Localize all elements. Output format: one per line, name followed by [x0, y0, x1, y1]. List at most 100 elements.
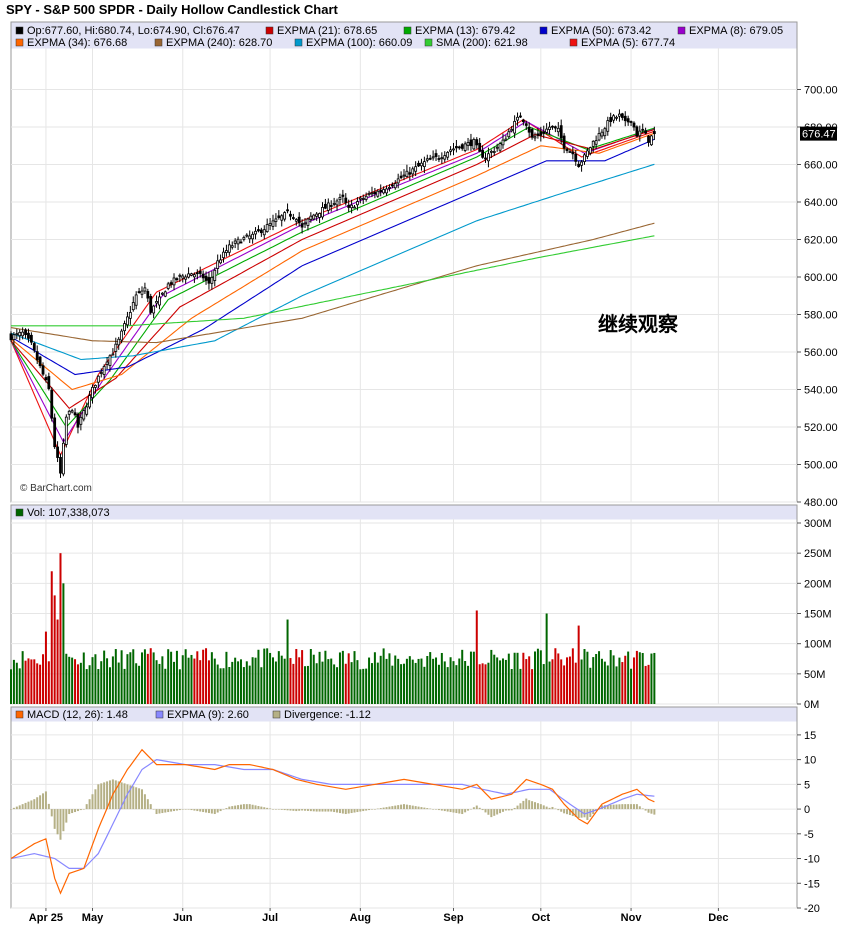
divergence-bar	[18, 805, 21, 810]
candle-body	[385, 188, 388, 194]
candle-body	[257, 229, 260, 232]
divergence-bar	[525, 798, 528, 810]
divergence-bar	[12, 807, 15, 810]
divergence-bar	[254, 805, 257, 810]
candle-body	[487, 153, 490, 162]
candle-body	[38, 356, 42, 367]
price-tick-label: 660.00	[804, 160, 838, 172]
volume-bar	[519, 668, 522, 704]
candle-body	[618, 113, 621, 117]
volume-bar	[65, 653, 68, 704]
candle-body	[524, 123, 528, 126]
price-legend-marker	[569, 38, 578, 47]
volume-bar	[440, 652, 443, 704]
volume-bar	[632, 657, 635, 704]
divergence-bar	[507, 809, 510, 811]
price-legend-entry: EXPMA (100): 660.09	[306, 37, 412, 49]
candle-body	[306, 218, 310, 226]
volume-bar	[577, 625, 580, 704]
candle-body	[440, 157, 444, 160]
volume-bar	[327, 659, 330, 704]
candle-body	[650, 135, 653, 146]
candle-body	[521, 119, 525, 123]
candle-body	[463, 143, 467, 151]
candle-body	[457, 146, 461, 149]
divergence-bar	[458, 809, 461, 814]
price-legend-entry: EXPMA (240): 628.70	[166, 37, 272, 49]
x-tick-label: Oct	[532, 912, 551, 924]
candle-body	[376, 190, 380, 197]
volume-bar	[91, 657, 94, 704]
volume-bar	[507, 653, 510, 704]
divergence-bar	[333, 809, 336, 813]
divergence-bar	[272, 809, 274, 810]
candle-body	[443, 155, 447, 160]
candle-body	[76, 413, 80, 428]
candle-body	[41, 365, 45, 375]
volume-bar	[391, 665, 394, 704]
candle-body	[239, 241, 243, 244]
candle-body	[114, 343, 118, 352]
divergence-bar	[76, 809, 79, 812]
divergence-bar	[440, 809, 443, 811]
volume-bar	[539, 650, 542, 704]
candle-body	[35, 351, 39, 361]
candle-body	[85, 406, 89, 415]
volume-bar	[496, 657, 499, 704]
price-legend-marker	[154, 38, 163, 47]
volume-bar	[469, 651, 472, 704]
divergence-bar	[167, 809, 170, 813]
candle-body	[160, 292, 164, 295]
divergence-bar	[306, 809, 309, 811]
candle-body	[489, 150, 493, 153]
divergence-bar	[292, 809, 295, 811]
macd-tick-label: 10	[804, 755, 816, 767]
divergence-bar	[225, 808, 228, 810]
divergence-bar	[618, 804, 621, 810]
candle-body	[545, 128, 549, 133]
candle-body	[67, 410, 71, 415]
candle-body	[393, 183, 397, 189]
divergence-bar	[411, 805, 414, 810]
volume-bar	[231, 661, 234, 704]
divergence-bar	[269, 808, 272, 810]
volume-bar	[635, 650, 638, 704]
candle-body	[577, 163, 581, 167]
volume-bar	[513, 652, 516, 704]
candle-body	[242, 237, 246, 240]
candle-body	[350, 204, 354, 209]
volume-bar	[111, 656, 114, 704]
candle-body	[408, 172, 412, 175]
candle-body	[163, 291, 167, 297]
candle-body	[82, 410, 86, 420]
volume-bar	[321, 661, 324, 704]
divergence-bar	[627, 804, 630, 810]
divergence-bar	[234, 805, 237, 810]
volume-bar	[225, 651, 228, 704]
volume-bar	[108, 667, 111, 704]
divergence-bar	[385, 807, 388, 810]
volume-bar	[190, 654, 193, 704]
divergence-bar	[50, 809, 53, 817]
divergence-bar	[499, 809, 502, 814]
divergence-bar	[59, 809, 62, 840]
divergence-bar	[528, 800, 531, 810]
divergence-bar	[304, 809, 307, 811]
candle-body	[210, 276, 214, 284]
candle-body	[583, 154, 586, 162]
candle-body	[449, 149, 452, 152]
divergence-bar	[449, 809, 452, 813]
volume-bar	[283, 658, 286, 704]
divergence-bar	[612, 804, 615, 810]
candle-body	[312, 214, 316, 220]
volume-bar	[621, 662, 624, 704]
volume-bar	[196, 651, 199, 704]
candle-body	[213, 269, 217, 281]
candle-body	[641, 128, 645, 131]
annotation: 继续观察	[598, 312, 679, 336]
volume-bar	[461, 649, 464, 704]
divergence-bar	[635, 804, 638, 810]
price-legend-marker	[15, 38, 24, 47]
volume-bar	[612, 655, 615, 704]
volume-bar	[123, 668, 126, 704]
